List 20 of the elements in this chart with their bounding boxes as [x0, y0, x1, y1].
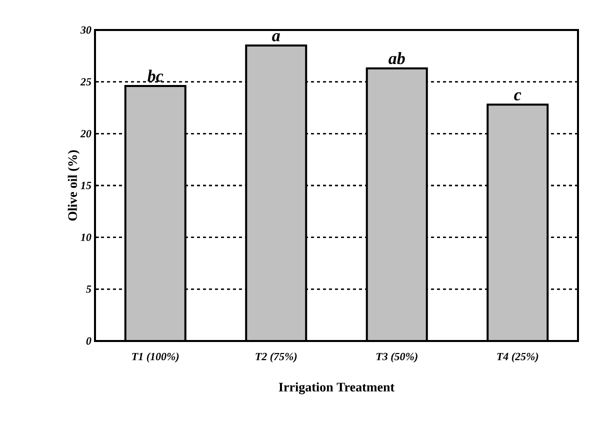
annotation: bc	[148, 70, 164, 82]
x-tick-label: T4 (25%)	[497, 352, 538, 362]
x-axis-title: Irrigation Treatment	[278, 382, 395, 394]
y-tick-label: 20	[80, 130, 92, 138]
bar	[486, 104, 549, 341]
y-tick-label: 15	[80, 182, 92, 190]
y-axis-title: Olive oil (%)	[68, 150, 80, 221]
y-tick-label: 5	[86, 286, 92, 293]
y-tick-label: 25	[80, 78, 92, 86]
bar	[245, 44, 308, 341]
x-tick-label: T3 (50%)	[376, 352, 418, 362]
annotation: ab	[388, 52, 405, 64]
x-tick-label: T2 (75%)	[256, 352, 297, 362]
x-tick-label: T1 (100%)	[132, 352, 179, 362]
bar	[366, 67, 428, 341]
y-tick-label: 30	[80, 26, 92, 34]
annotation: c	[514, 92, 522, 100]
y-tick-label: 0	[86, 337, 92, 345]
annotation: a	[272, 33, 280, 42]
y-tick-label: 10	[80, 234, 92, 242]
